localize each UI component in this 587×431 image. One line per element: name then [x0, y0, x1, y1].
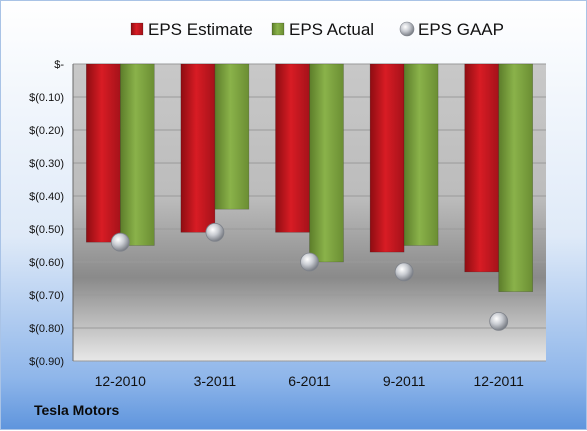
y-tick-label: $(0.60)	[29, 257, 64, 269]
y-tick-label: $-	[54, 59, 64, 71]
legend-label: EPS GAAP	[418, 20, 504, 39]
y-tick-label: $(0.50)	[29, 224, 64, 236]
bar-eps-estimate	[86, 63, 121, 243]
legend-swatch-eps-estimate	[130, 22, 144, 36]
y-tick-label: $(0.40)	[29, 191, 64, 203]
x-tick-label: 9-2011	[383, 373, 426, 389]
marker-eps-gaap	[489, 311, 509, 331]
bar-eps-estimate	[275, 63, 310, 233]
y-tick-label: $(0.80)	[29, 323, 64, 335]
bar-eps-actual	[498, 63, 534, 292]
x-tick-label: 6-2011	[288, 373, 331, 389]
x-axis: 12-2010 3-2011 6-2011 9-2011 12-2011	[95, 373, 524, 389]
bar-eps-estimate	[369, 63, 405, 253]
legend-swatch-eps-actual	[271, 22, 285, 36]
x-tick-label: 12-2011	[474, 373, 525, 389]
gaap-markers	[110, 222, 509, 331]
bar-eps-actual	[403, 63, 439, 246]
marker-eps-gaap	[394, 262, 414, 282]
bar-eps-actual	[309, 63, 344, 263]
marker-eps-gaap	[205, 222, 225, 242]
y-tick-label: $(0.70)	[29, 290, 64, 302]
bar-eps-actual	[120, 63, 155, 246]
chart-legend: EPS Estimate EPS Actual EPS GAAP	[130, 20, 504, 39]
x-tick-label: 3-2011	[194, 373, 237, 389]
marker-eps-gaap	[300, 252, 319, 272]
marker-eps-gaap	[110, 232, 130, 252]
bar-eps-estimate	[464, 63, 500, 273]
y-tick-label: $(0.30)	[29, 158, 64, 170]
bar-eps-actual	[214, 63, 250, 210]
y-axis: $- $(0.10) $(0.20) $(0.30) $(0.40) $(0.50) $(0…	[29, 59, 74, 368]
y-tick-label: $(0.10)	[29, 92, 64, 104]
y-tick-label: $(0.90)	[29, 356, 64, 368]
company-label: Tesla Motors	[34, 402, 120, 418]
legend-label: EPS Estimate	[148, 20, 253, 39]
y-tick-label: $(0.20)	[29, 125, 64, 137]
legend-swatch-eps-gaap	[399, 21, 415, 37]
legend-label: EPS Actual	[289, 20, 374, 39]
bars	[86, 63, 534, 292]
x-tick-label: 12-2010	[95, 373, 147, 389]
bar-eps-estimate	[180, 63, 216, 233]
